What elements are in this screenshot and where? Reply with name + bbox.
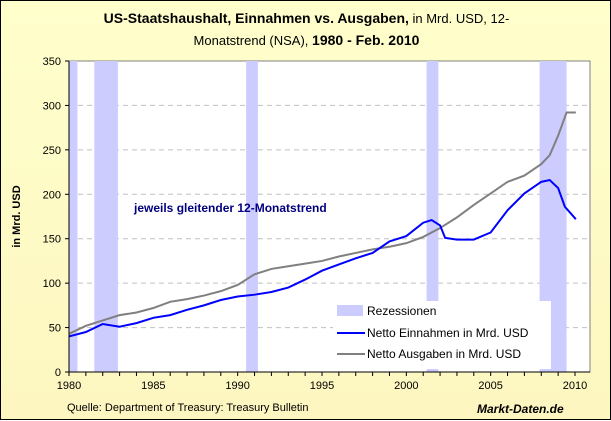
legend-swatch-recession — [337, 305, 363, 316]
y-tick-label: 250 — [43, 145, 61, 157]
x-tick-label: 2010 — [563, 380, 587, 392]
y-tick-label: 150 — [43, 234, 61, 246]
series-line-0 — [68, 178, 577, 338]
title-normal-1: in Mrd. USD, 12- — [408, 11, 510, 26]
y-tick-label: 350 — [43, 56, 61, 68]
recession-bar — [246, 61, 258, 372]
recession-bar — [426, 61, 439, 303]
recession-bar — [69, 61, 78, 372]
brand-logo-text: Markt-Daten.de — [477, 402, 564, 416]
recession-bar — [94, 61, 118, 372]
title-bold-1: US-Staatshaushalt, Einnahmen vs. Ausgabe… — [103, 10, 409, 26]
y-tick-label: 300 — [43, 100, 61, 112]
series-line-1 — [68, 111, 576, 335]
legend-label-0: Netto Einnahmen in Mrd. USD — [367, 326, 529, 340]
legend-box — [333, 301, 551, 369]
y-tick-label: 200 — [43, 189, 61, 201]
x-tick-label: 1995 — [310, 380, 334, 392]
title-normal-2: Monatstrend (NSA), — [193, 33, 313, 48]
title-bold-2: 1980 - Feb. 2010 — [312, 32, 420, 48]
chart-title-line2: Monatstrend (NSA), 1980 - Feb. 2010 — [1, 32, 611, 48]
y-tick-label: 0 — [55, 367, 61, 379]
legend-label-1: Netto Ausgaben in Mrd. USD — [367, 347, 521, 361]
y-axis-label: in Mrd. USD — [11, 185, 23, 247]
legend-label-recession: Rezessionen — [367, 304, 436, 318]
chart-title-line1: US-Staatshaushalt, Einnahmen vs. Ausgabe… — [1, 10, 611, 26]
y-tick-label: 100 — [43, 278, 61, 290]
x-tick-label: 1990 — [225, 380, 249, 392]
x-tick-label: 1985 — [141, 380, 165, 392]
y-tick-label: 50 — [49, 323, 61, 335]
source-note: Quelle: Department of Treasury: Treasury… — [67, 402, 309, 414]
x-tick-label: 1980 — [57, 380, 81, 392]
x-tick-label: 2000 — [394, 380, 418, 392]
annotation-text: jeweils gleitender 12-Monatstrend — [133, 201, 327, 215]
x-tick-label: 2005 — [478, 380, 502, 392]
